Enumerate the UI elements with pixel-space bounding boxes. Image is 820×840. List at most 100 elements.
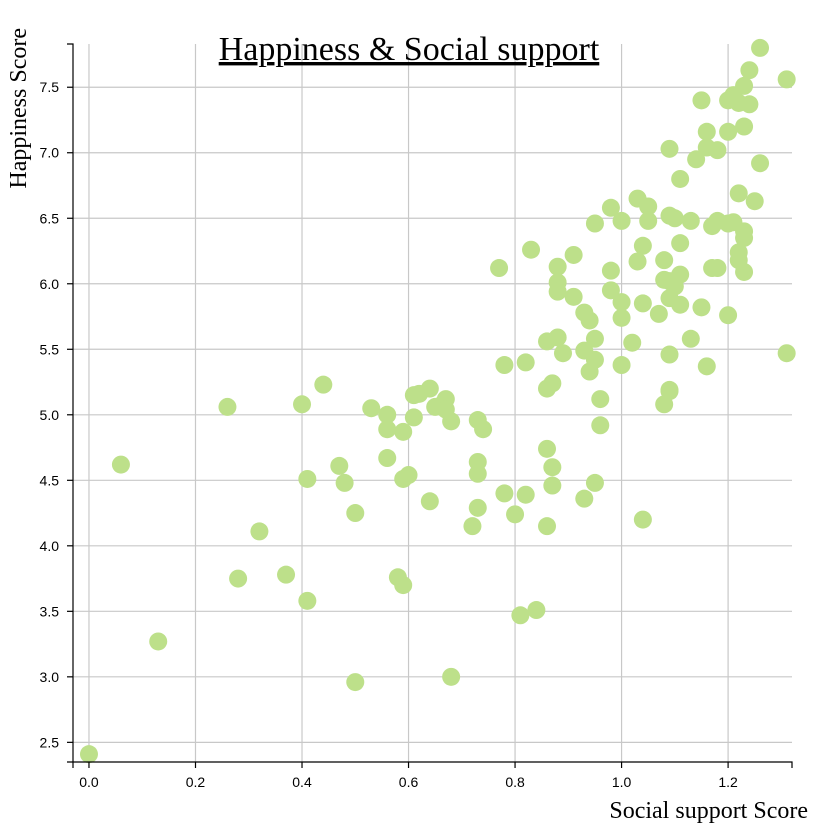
data-point xyxy=(346,504,365,523)
data-point xyxy=(442,412,461,431)
data-point xyxy=(585,329,604,348)
data-point xyxy=(623,333,642,352)
data-point xyxy=(628,252,647,271)
data-point xyxy=(671,169,690,188)
data-point xyxy=(633,236,652,255)
data-point xyxy=(681,329,700,348)
data-point xyxy=(468,464,487,483)
data-point xyxy=(506,505,525,524)
data-point xyxy=(633,294,652,313)
data-point xyxy=(564,245,583,264)
x-tick-label: 1.0 xyxy=(612,774,632,790)
y-tick-label: 3.5 xyxy=(40,603,60,619)
data-point xyxy=(703,259,722,278)
data-point xyxy=(591,390,610,409)
data-point xyxy=(394,576,413,595)
data-point xyxy=(777,70,796,89)
x-tick-label: 0.2 xyxy=(186,774,206,790)
data-point xyxy=(463,517,482,536)
data-point xyxy=(468,498,487,517)
data-point xyxy=(538,379,557,398)
data-point xyxy=(293,395,312,414)
data-point xyxy=(378,449,397,468)
data-point xyxy=(639,211,658,230)
data-point xyxy=(671,295,690,314)
data-point xyxy=(708,141,727,160)
data-point xyxy=(543,476,562,495)
data-point xyxy=(681,211,700,230)
x-gridlines xyxy=(88,44,729,762)
data-point xyxy=(601,198,620,217)
data-point xyxy=(735,117,754,136)
y-tick-label: 2.5 xyxy=(40,734,60,750)
data-point xyxy=(585,214,604,233)
data-point xyxy=(665,209,684,228)
x-tick-label: 0.0 xyxy=(79,774,99,790)
data-point xyxy=(612,293,631,312)
data-point xyxy=(394,469,413,488)
x-axis-line xyxy=(72,761,793,768)
data-point xyxy=(420,492,439,511)
data-point xyxy=(612,308,631,327)
data-point xyxy=(751,154,770,173)
data-point xyxy=(601,281,620,300)
data-point xyxy=(692,91,711,110)
data-point xyxy=(548,257,567,276)
data-point xyxy=(553,344,572,363)
data-point xyxy=(79,745,98,764)
y-tick-label: 4.0 xyxy=(40,538,60,554)
data-point xyxy=(687,150,706,169)
y-tick-label: 6.5 xyxy=(40,210,60,226)
data-point xyxy=(378,420,397,439)
data-point xyxy=(538,517,557,536)
data-point xyxy=(495,356,514,375)
data-point xyxy=(362,399,381,418)
data-point xyxy=(218,397,237,416)
data-point xyxy=(404,408,423,427)
data-point xyxy=(580,362,599,381)
data-point xyxy=(740,61,759,80)
data-point xyxy=(298,469,317,488)
data-point xyxy=(655,251,674,270)
y-tick-label: 4.5 xyxy=(40,472,60,488)
data-point xyxy=(394,422,413,441)
y-axis-title: Happiness Score xyxy=(6,28,32,189)
data-point xyxy=(601,261,620,280)
y-axis-ticks: 2.5 3.0 3.5 4.0 4.5 5.0 5.5 6.0 6.5 7.0 7.5 xyxy=(40,79,73,750)
data-point xyxy=(719,122,738,141)
data-point xyxy=(298,591,317,610)
y-tick-label: 6.0 xyxy=(40,276,60,292)
data-point xyxy=(585,473,604,492)
x-tick-label: 1.2 xyxy=(718,774,738,790)
data-point xyxy=(442,667,461,686)
data-point xyxy=(740,95,759,114)
data-point xyxy=(564,287,583,306)
data-point xyxy=(346,673,365,692)
x-axis-ticks: 0.0 0.2 0.4 0.6 0.8 1.0 1.2 xyxy=(79,762,738,790)
data-point xyxy=(516,485,535,504)
data-point xyxy=(697,122,716,141)
data-point xyxy=(522,240,541,259)
y-tick-label: 7.5 xyxy=(40,79,60,95)
axes xyxy=(67,43,793,768)
data-point xyxy=(404,386,423,405)
data-point xyxy=(538,332,557,351)
x-tick-label: 0.4 xyxy=(292,774,312,790)
data-point xyxy=(580,311,599,330)
data-point xyxy=(692,298,711,317)
data-point xyxy=(612,356,631,375)
x-axis-title: Social support Score xyxy=(609,798,808,824)
data-point xyxy=(612,211,631,230)
data-points xyxy=(79,38,796,764)
data-point xyxy=(697,357,716,376)
data-point xyxy=(671,234,690,253)
data-point xyxy=(111,455,130,474)
data-point xyxy=(229,569,248,588)
data-point xyxy=(511,606,530,625)
data-point xyxy=(639,197,658,216)
data-point xyxy=(548,282,567,301)
data-point xyxy=(729,184,748,203)
data-point xyxy=(735,262,754,281)
data-point xyxy=(719,306,738,325)
data-point xyxy=(660,139,679,158)
